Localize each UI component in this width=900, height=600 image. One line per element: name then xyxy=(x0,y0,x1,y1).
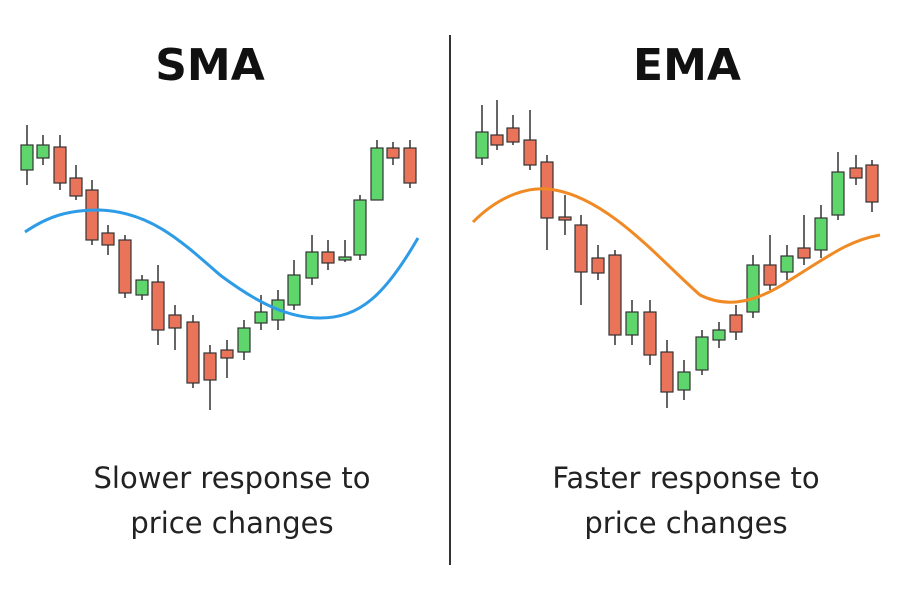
candle-body xyxy=(53,146,67,184)
candle-body xyxy=(797,247,811,259)
candle-body xyxy=(625,311,639,336)
candle-body xyxy=(849,167,863,179)
candle-body xyxy=(254,311,268,324)
sma-line xyxy=(24,208,420,320)
candle-body xyxy=(591,257,605,274)
candle-body xyxy=(608,254,622,336)
candle-body xyxy=(168,314,182,329)
candle-body xyxy=(85,189,99,241)
candle-body xyxy=(370,147,384,201)
candle-body xyxy=(186,321,200,384)
candle-body xyxy=(403,147,417,184)
candle-body xyxy=(36,144,50,159)
candle-body xyxy=(321,251,335,264)
candle-body xyxy=(660,351,674,393)
candle-body xyxy=(831,171,845,216)
candle-body xyxy=(20,144,34,171)
right-caption: Faster response to xyxy=(552,461,819,495)
candle-body xyxy=(523,139,537,166)
candle-body xyxy=(203,352,217,381)
candle-body xyxy=(135,279,149,296)
candle-body xyxy=(475,131,489,159)
candle-body xyxy=(338,256,352,261)
candle-body xyxy=(729,314,743,333)
candle-body xyxy=(643,311,657,356)
candle-body xyxy=(865,164,879,203)
candle-body xyxy=(490,134,504,146)
ema-line xyxy=(471,187,881,304)
candle-body xyxy=(386,147,400,159)
left-caption: price changes xyxy=(130,506,333,540)
candle-body xyxy=(118,239,132,294)
candle-body xyxy=(506,127,520,143)
candle-body xyxy=(220,349,234,359)
candles xyxy=(20,100,879,410)
right-caption: price changes xyxy=(584,506,787,540)
candle-body xyxy=(353,199,367,256)
candle-body xyxy=(574,224,588,273)
candle-body xyxy=(763,264,777,286)
candle-body xyxy=(746,264,760,313)
right-title: EMA xyxy=(633,40,741,91)
candle-body xyxy=(305,251,319,279)
left-caption: Slower response to xyxy=(94,461,371,495)
candle-body xyxy=(780,255,794,273)
candle-body xyxy=(712,329,726,341)
candle-body xyxy=(69,177,83,197)
candle-body xyxy=(237,327,251,353)
candle-body xyxy=(695,336,709,371)
candle-body xyxy=(558,216,572,221)
candle-body xyxy=(677,371,691,391)
candle-body xyxy=(814,217,828,251)
left-title: SMA xyxy=(155,40,265,91)
candle-body xyxy=(151,281,165,331)
candle-body xyxy=(287,274,301,306)
candle-body xyxy=(101,232,115,246)
